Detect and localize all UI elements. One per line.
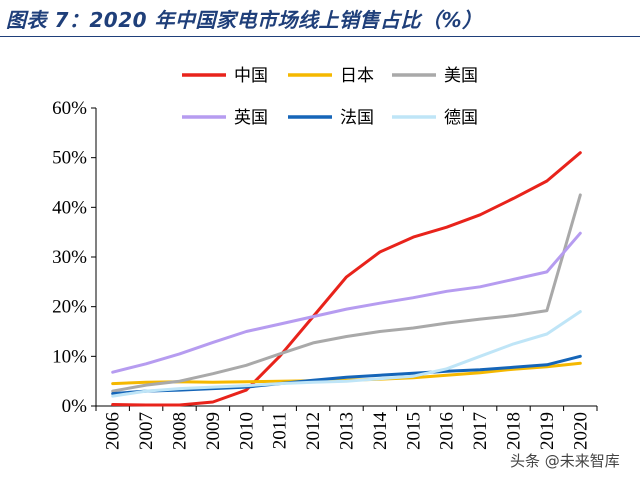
y-tick-label: 60% bbox=[52, 98, 87, 119]
legend-label-2: 美国 bbox=[444, 66, 478, 86]
legend-label-1: 日本 bbox=[340, 66, 374, 86]
legend-label-0: 中国 bbox=[234, 66, 268, 86]
x-tick-label: 2018 bbox=[504, 412, 525, 450]
chart-series bbox=[111, 151, 582, 407]
x-tick-label: 2011 bbox=[270, 412, 291, 449]
x-tick-label: 2010 bbox=[236, 412, 257, 450]
x-tick-label: 2017 bbox=[470, 412, 491, 450]
x-tick-label: 2007 bbox=[136, 412, 157, 450]
x-tick-label: 2009 bbox=[203, 412, 224, 450]
legend-label-4: 法国 bbox=[340, 108, 374, 128]
y-tick-label: 20% bbox=[52, 297, 87, 318]
chart-axes: 0% 10% 20% 30% 40% 50% 60% 2006 2007 2008 2009 2010… bbox=[52, 98, 598, 451]
series-line-5 bbox=[111, 310, 582, 398]
x-tick-label: 2006 bbox=[103, 412, 124, 450]
series-line-0 bbox=[111, 151, 582, 407]
x-tick-label: 2014 bbox=[370, 412, 391, 451]
y-tick-label: 30% bbox=[52, 247, 87, 268]
y-tick-label: 0% bbox=[62, 396, 88, 417]
watermark: 头条 @未来智库 bbox=[510, 452, 620, 470]
x-tick-label: 2008 bbox=[170, 412, 191, 450]
chart-title: 图表 7：2020 年中国家电市场线上销售占比（%） bbox=[6, 7, 483, 32]
legend-label-3: 英国 bbox=[234, 108, 268, 128]
series-line-2 bbox=[111, 193, 582, 393]
y-tick-label: 10% bbox=[52, 346, 87, 367]
x-tick-label: 2016 bbox=[437, 412, 458, 450]
chart-header: 图表 7：2020 年中国家电市场线上销售占比（%） bbox=[0, 0, 640, 37]
y-tick-label: 50% bbox=[52, 148, 87, 169]
legend-label-5: 德国 bbox=[444, 108, 478, 128]
x-tick-label: 2012 bbox=[303, 412, 324, 450]
y-tick-label: 40% bbox=[52, 197, 87, 218]
x-tick-label: 2019 bbox=[537, 412, 558, 450]
series-line-3 bbox=[111, 231, 582, 374]
x-tick-label: 2020 bbox=[570, 412, 591, 450]
x-tick-label: 2013 bbox=[337, 412, 358, 450]
x-tick-label: 2015 bbox=[403, 412, 424, 450]
